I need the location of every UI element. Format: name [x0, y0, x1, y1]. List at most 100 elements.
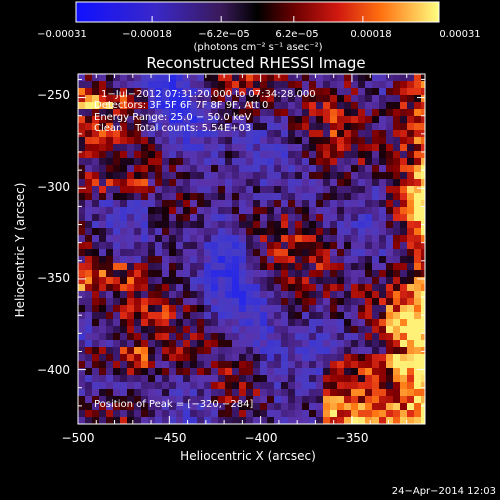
heatmap-cell [134, 305, 142, 313]
heatmap-cell [113, 102, 121, 110]
heatmap-cell [309, 235, 317, 243]
heatmap-cell [120, 200, 128, 208]
heatmap-cell [358, 74, 366, 82]
heatmap-cell [274, 389, 282, 397]
heatmap-cell [295, 74, 303, 82]
heatmap-cell [421, 207, 425, 215]
heatmap-cell [106, 368, 114, 376]
heatmap-cell [148, 214, 156, 222]
colorbar-ticks [75, 16, 440, 22]
heatmap-cell [134, 151, 142, 159]
heatmap-cell [204, 340, 212, 348]
heatmap-cell [183, 368, 191, 376]
heatmap-cell [162, 116, 170, 124]
heatmap-cell [106, 102, 114, 110]
heatmap-cell [407, 284, 415, 292]
heatmap-cell [407, 200, 415, 208]
heatmap-cell [92, 207, 100, 215]
heatmap-cell [372, 326, 380, 334]
heatmap-cell [204, 123, 212, 131]
heatmap-cell [358, 179, 366, 187]
heatmap-cell [99, 228, 107, 236]
heatmap-cell [99, 284, 107, 292]
heatmap-cell [141, 95, 149, 103]
heatmap-cell [260, 158, 268, 166]
heatmap-cell [155, 235, 163, 243]
heatmap-cell [351, 151, 359, 159]
heatmap-cell [267, 221, 275, 229]
heatmap-cell [246, 151, 254, 159]
heatmap-cell [113, 158, 121, 166]
heatmap-cell [225, 347, 233, 355]
heatmap-cell [134, 186, 142, 194]
heatmap-cell [372, 291, 380, 299]
heatmap-cell [400, 151, 408, 159]
heatmap-cell [190, 284, 198, 292]
heatmap-cell [127, 263, 135, 271]
heatmap-cell [267, 179, 275, 187]
heatmap-cell [414, 368, 422, 376]
heatmap-cell [309, 361, 317, 369]
heatmap-cell [246, 403, 254, 411]
heatmap-cell [106, 242, 114, 250]
heatmap-cell [204, 165, 212, 173]
colorbar-tick-label: 0.00018 [350, 29, 391, 40]
heatmap-cell [218, 354, 226, 362]
heatmap-cell [302, 116, 310, 124]
heatmap-cell [267, 361, 275, 369]
heatmap-cell [379, 151, 387, 159]
heatmap-cell [148, 256, 156, 264]
heatmap-cell [386, 165, 394, 173]
heatmap-cell [162, 403, 170, 411]
heatmap-cell [106, 312, 114, 320]
heatmap-cell [421, 200, 425, 208]
heatmap-cell [225, 305, 233, 313]
heatmap-cell [162, 368, 170, 376]
heatmap-cell [211, 74, 219, 82]
heatmap-cell [288, 291, 296, 299]
heatmap-cell [379, 333, 387, 341]
heatmap-cell [204, 410, 212, 418]
chart-title: Reconstructed RHESSI Image [146, 54, 365, 72]
heatmap-cell [78, 95, 86, 103]
heatmap-cell [232, 270, 240, 278]
heatmap-cell [253, 270, 261, 278]
heatmap-cell [330, 158, 338, 166]
heatmap-cell [288, 200, 296, 208]
heatmap-cell [365, 256, 373, 264]
heatmap-cell [267, 382, 275, 390]
heatmap-cell [204, 333, 212, 341]
heatmap-cell [253, 347, 261, 355]
heatmap-cell [134, 326, 142, 334]
heatmap-cell [400, 389, 408, 397]
heatmap-cell [148, 207, 156, 215]
heatmap-cell [239, 312, 247, 320]
heatmap-cell [330, 242, 338, 250]
heatmap-cell [281, 95, 289, 103]
heatmap-cell [183, 375, 191, 383]
heatmap-cell [288, 116, 296, 124]
heatmap-cell [372, 228, 380, 236]
heatmap-cell [183, 389, 191, 397]
heatmap-cell [407, 382, 415, 390]
heatmap-cell [127, 375, 135, 383]
heatmap-cell [260, 340, 268, 348]
heatmap-cell [225, 214, 233, 222]
heatmap-cell [344, 326, 352, 334]
heatmap-cell [386, 137, 394, 145]
heatmap-cell [127, 305, 135, 313]
heatmap-cell [281, 179, 289, 187]
heatmap-cell [225, 277, 233, 285]
heatmap-cell [400, 130, 408, 138]
heatmap-cell [246, 81, 254, 89]
heatmap-cell [372, 410, 380, 418]
heatmap-cell [99, 382, 107, 390]
heatmap-cell [239, 375, 247, 383]
heatmap-cell [218, 165, 226, 173]
heatmap-cell [155, 130, 163, 138]
heatmap-cell [246, 242, 254, 250]
heatmap-cell [120, 116, 128, 124]
heatmap-cell [421, 102, 425, 110]
heatmap-cell [183, 235, 191, 243]
heatmap-cell [127, 186, 135, 194]
